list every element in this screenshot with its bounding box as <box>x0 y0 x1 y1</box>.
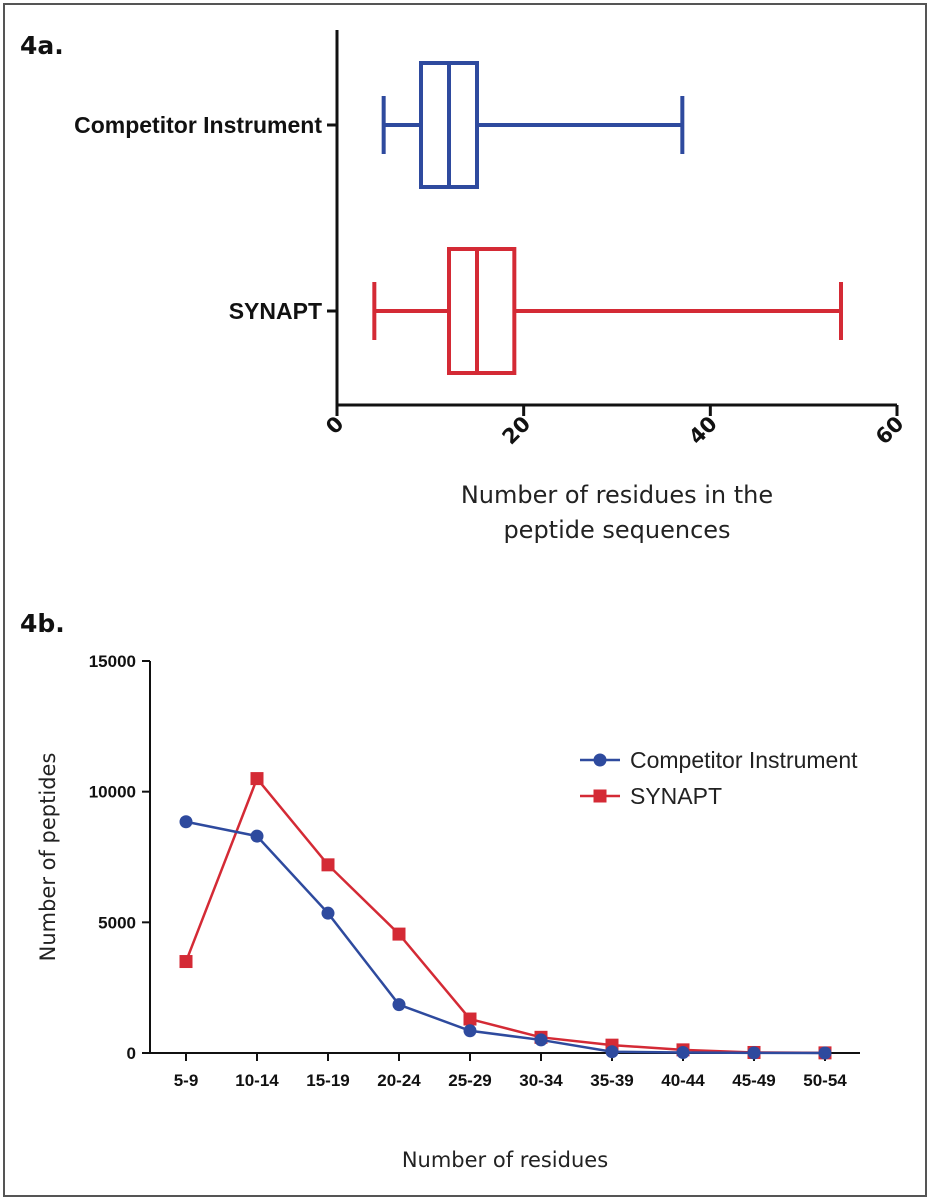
series-line-competitor <box>185 820 826 1055</box>
panel-label-4b: 4b. <box>20 609 65 638</box>
y-tick-label-4b: 5000 <box>98 913 136 932</box>
data-point-competitor <box>179 815 193 829</box>
x-tick-label-4b: 50-54 <box>803 1071 847 1090</box>
x-tick-label-4b: 25-29 <box>448 1071 491 1090</box>
x-tick-label-4b: 35-39 <box>590 1071 633 1090</box>
x-tick-label-4b: 15-19 <box>306 1071 349 1090</box>
data-point-synapt <box>392 927 406 941</box>
figure-frame <box>3 3 927 1197</box>
data-point-synapt <box>250 772 264 786</box>
y-tick-label-4b: 0 <box>127 1044 136 1063</box>
legend-label: Competitor Instrument <box>630 747 858 773</box>
iqr-box <box>447 247 517 375</box>
data-point-competitor <box>818 1046 832 1060</box>
category-label-4a: Competitor Instrument <box>74 112 322 138</box>
data-point-competitor <box>605 1045 619 1059</box>
line-chart-4b: 0 5000 10000 15000 5-9 10-14 15-19 20-24 25-29 30… <box>89 652 860 1090</box>
x-tick-label-4b: 30-34 <box>519 1071 563 1090</box>
data-point-competitor <box>747 1046 761 1060</box>
series-line-synapt <box>184 776 826 1055</box>
panel-label-4a: 4a. <box>20 31 64 60</box>
x-tick-label-4a: 0 <box>321 412 348 439</box>
x-tick-label-4b: 10-14 <box>235 1071 279 1090</box>
x-axis-title-4b: Number of residues <box>402 1148 608 1172</box>
x-tick-label-4a: 60 <box>871 412 909 450</box>
data-point-synapt <box>321 858 335 872</box>
x-tick-label-4a: 20 <box>498 412 536 450</box>
data-point-competitor <box>534 1033 548 1047</box>
x-tick-label-4b: 5-9 <box>174 1071 199 1090</box>
x-axis-title-4a-line1: Number of residues in the <box>461 481 773 509</box>
data-point-competitor <box>250 829 264 843</box>
data-point-synapt <box>179 955 193 969</box>
x-tick-label-4b: 40-44 <box>661 1071 705 1090</box>
x-tick-label-4a: 40 <box>684 412 722 450</box>
x-tick-label-4b: 45-49 <box>732 1071 775 1090</box>
y-axis-title-4b: Number of peptides <box>36 753 60 962</box>
y-tick-label-4b: 15000 <box>89 652 136 671</box>
data-point-competitor <box>321 906 335 920</box>
x-axis-title-4a-line2: peptide sequences <box>503 516 730 544</box>
category-label-4a: SYNAPT <box>229 298 322 324</box>
box-plot-4a: 0 20 40 60 Competitor Instrument SYNAPT <box>74 30 909 450</box>
y-tick-label-4b: 10000 <box>89 783 136 802</box>
data-point-competitor <box>463 1024 477 1038</box>
legend-4b: Competitor Instrument SYNAPT <box>580 747 858 809</box>
data-point-competitor <box>676 1045 690 1059</box>
legend-label: SYNAPT <box>630 783 722 809</box>
legend-marker-square <box>593 789 607 803</box>
legend-marker-circle <box>593 753 607 767</box>
x-tick-label-4b: 20-24 <box>377 1071 421 1090</box>
data-point-synapt <box>463 1012 477 1026</box>
data-point-competitor <box>392 998 406 1012</box>
